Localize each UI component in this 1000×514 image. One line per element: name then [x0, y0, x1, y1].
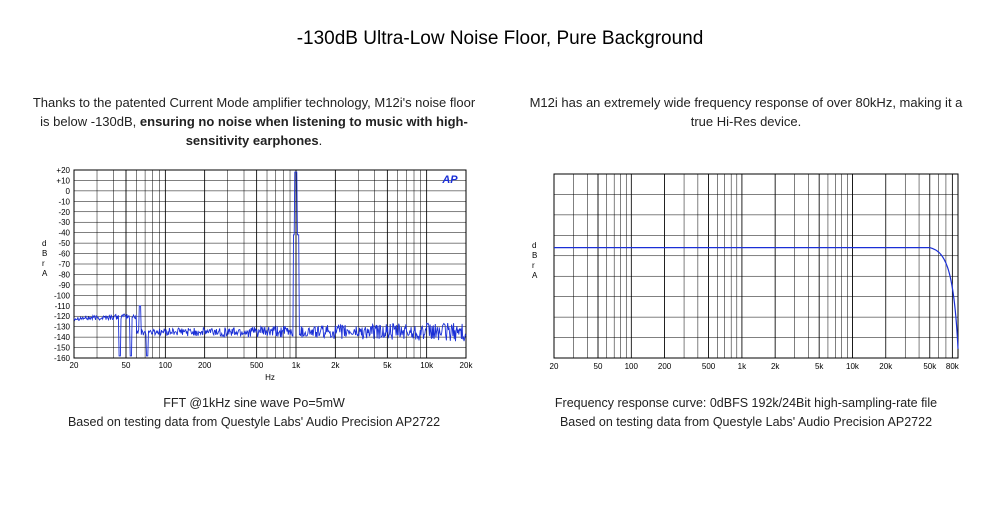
svg-text:+10: +10 — [56, 176, 70, 185]
svg-text:-150: -150 — [54, 344, 71, 353]
left-caption-line1: FFT @1kHz sine wave Po=5mW — [68, 394, 440, 413]
svg-text:-20: -20 — [58, 208, 70, 217]
svg-text:2k: 2k — [771, 362, 780, 371]
left-description: Thanks to the patented Current Mode ampl… — [24, 94, 484, 152]
svg-text:-70: -70 — [58, 260, 70, 269]
svg-text:-40: -40 — [58, 229, 70, 238]
svg-text:50: 50 — [122, 361, 131, 370]
svg-text:r: r — [42, 259, 45, 268]
fft-chart: 20 50 100 200 500 1k 2k 5k 10k 20k -160-150 -140-13… — [34, 164, 474, 382]
left-desc-bold: ensuring no noise when listening to musi… — [140, 114, 468, 148]
svg-text:Hz: Hz — [265, 373, 275, 382]
svg-text:B: B — [532, 251, 537, 260]
svg-text:-30: -30 — [58, 218, 70, 227]
svg-text:d: d — [42, 239, 46, 248]
right-column: M12i has an extremely wide frequency res… — [516, 94, 976, 432]
svg-text:A: A — [532, 271, 538, 280]
freq-response-chart: 20 50 100 200 500 1k 2k 5k 10k 20k 50k 80k dBrA — [526, 164, 966, 382]
svg-text:200: 200 — [198, 361, 212, 370]
svg-text:-120: -120 — [54, 312, 71, 321]
svg-text:-10: -10 — [58, 197, 70, 206]
svg-text:-130: -130 — [54, 323, 71, 332]
svg-text:d: d — [532, 241, 536, 250]
svg-text:200: 200 — [658, 362, 672, 371]
svg-text:20: 20 — [70, 361, 79, 370]
svg-text:50k: 50k — [923, 362, 937, 371]
svg-text:20k: 20k — [879, 362, 893, 371]
svg-text:5k: 5k — [815, 362, 824, 371]
left-column: Thanks to the patented Current Mode ampl… — [24, 94, 484, 432]
right-caption-line1: Frequency response curve: 0dBFS 192k/24B… — [555, 394, 937, 413]
left-caption: FFT @1kHz sine wave Po=5mW Based on test… — [68, 394, 440, 432]
right-caption: Frequency response curve: 0dBFS 192k/24B… — [555, 394, 937, 432]
svg-text:-90: -90 — [58, 281, 70, 290]
svg-text:500: 500 — [250, 361, 264, 370]
columns: Thanks to the patented Current Mode ampl… — [0, 94, 1000, 432]
svg-text:-110: -110 — [55, 302, 71, 311]
svg-text:-160: -160 — [54, 354, 71, 363]
svg-text:100: 100 — [159, 361, 173, 370]
svg-text:10k: 10k — [420, 361, 434, 370]
svg-text:5k: 5k — [383, 361, 392, 370]
svg-text:1k: 1k — [292, 361, 301, 370]
svg-text:B: B — [42, 249, 47, 258]
svg-text:0: 0 — [66, 187, 71, 196]
svg-text:r: r — [532, 261, 535, 270]
svg-text:-100: -100 — [54, 291, 71, 300]
right-description: M12i has an extremely wide frequency res… — [516, 94, 976, 152]
svg-text:80k: 80k — [946, 362, 960, 371]
left-caption-line2: Based on testing data from Questyle Labs… — [68, 413, 440, 432]
svg-text:+20: +20 — [56, 166, 70, 175]
svg-text:-140: -140 — [54, 333, 71, 342]
svg-text:10k: 10k — [846, 362, 860, 371]
svg-text:1k: 1k — [738, 362, 747, 371]
svg-text:-50: -50 — [58, 239, 70, 248]
svg-text:AP: AP — [441, 174, 458, 186]
right-caption-line2: Based on testing data from Questyle Labs… — [555, 413, 937, 432]
left-desc-suffix: . — [319, 133, 323, 148]
svg-text:500: 500 — [702, 362, 716, 371]
svg-text:-60: -60 — [58, 250, 70, 259]
svg-text:20k: 20k — [460, 361, 474, 370]
svg-text:20: 20 — [550, 362, 559, 371]
svg-text:-80: -80 — [58, 270, 70, 279]
svg-text:A: A — [42, 269, 48, 278]
right-desc-text: M12i has an extremely wide frequency res… — [530, 95, 963, 129]
svg-text:50: 50 — [594, 362, 603, 371]
svg-text:100: 100 — [625, 362, 639, 371]
svg-text:2k: 2k — [331, 361, 340, 370]
page-title: -130dB Ultra-Low Noise Floor, Pure Backg… — [0, 0, 1000, 94]
